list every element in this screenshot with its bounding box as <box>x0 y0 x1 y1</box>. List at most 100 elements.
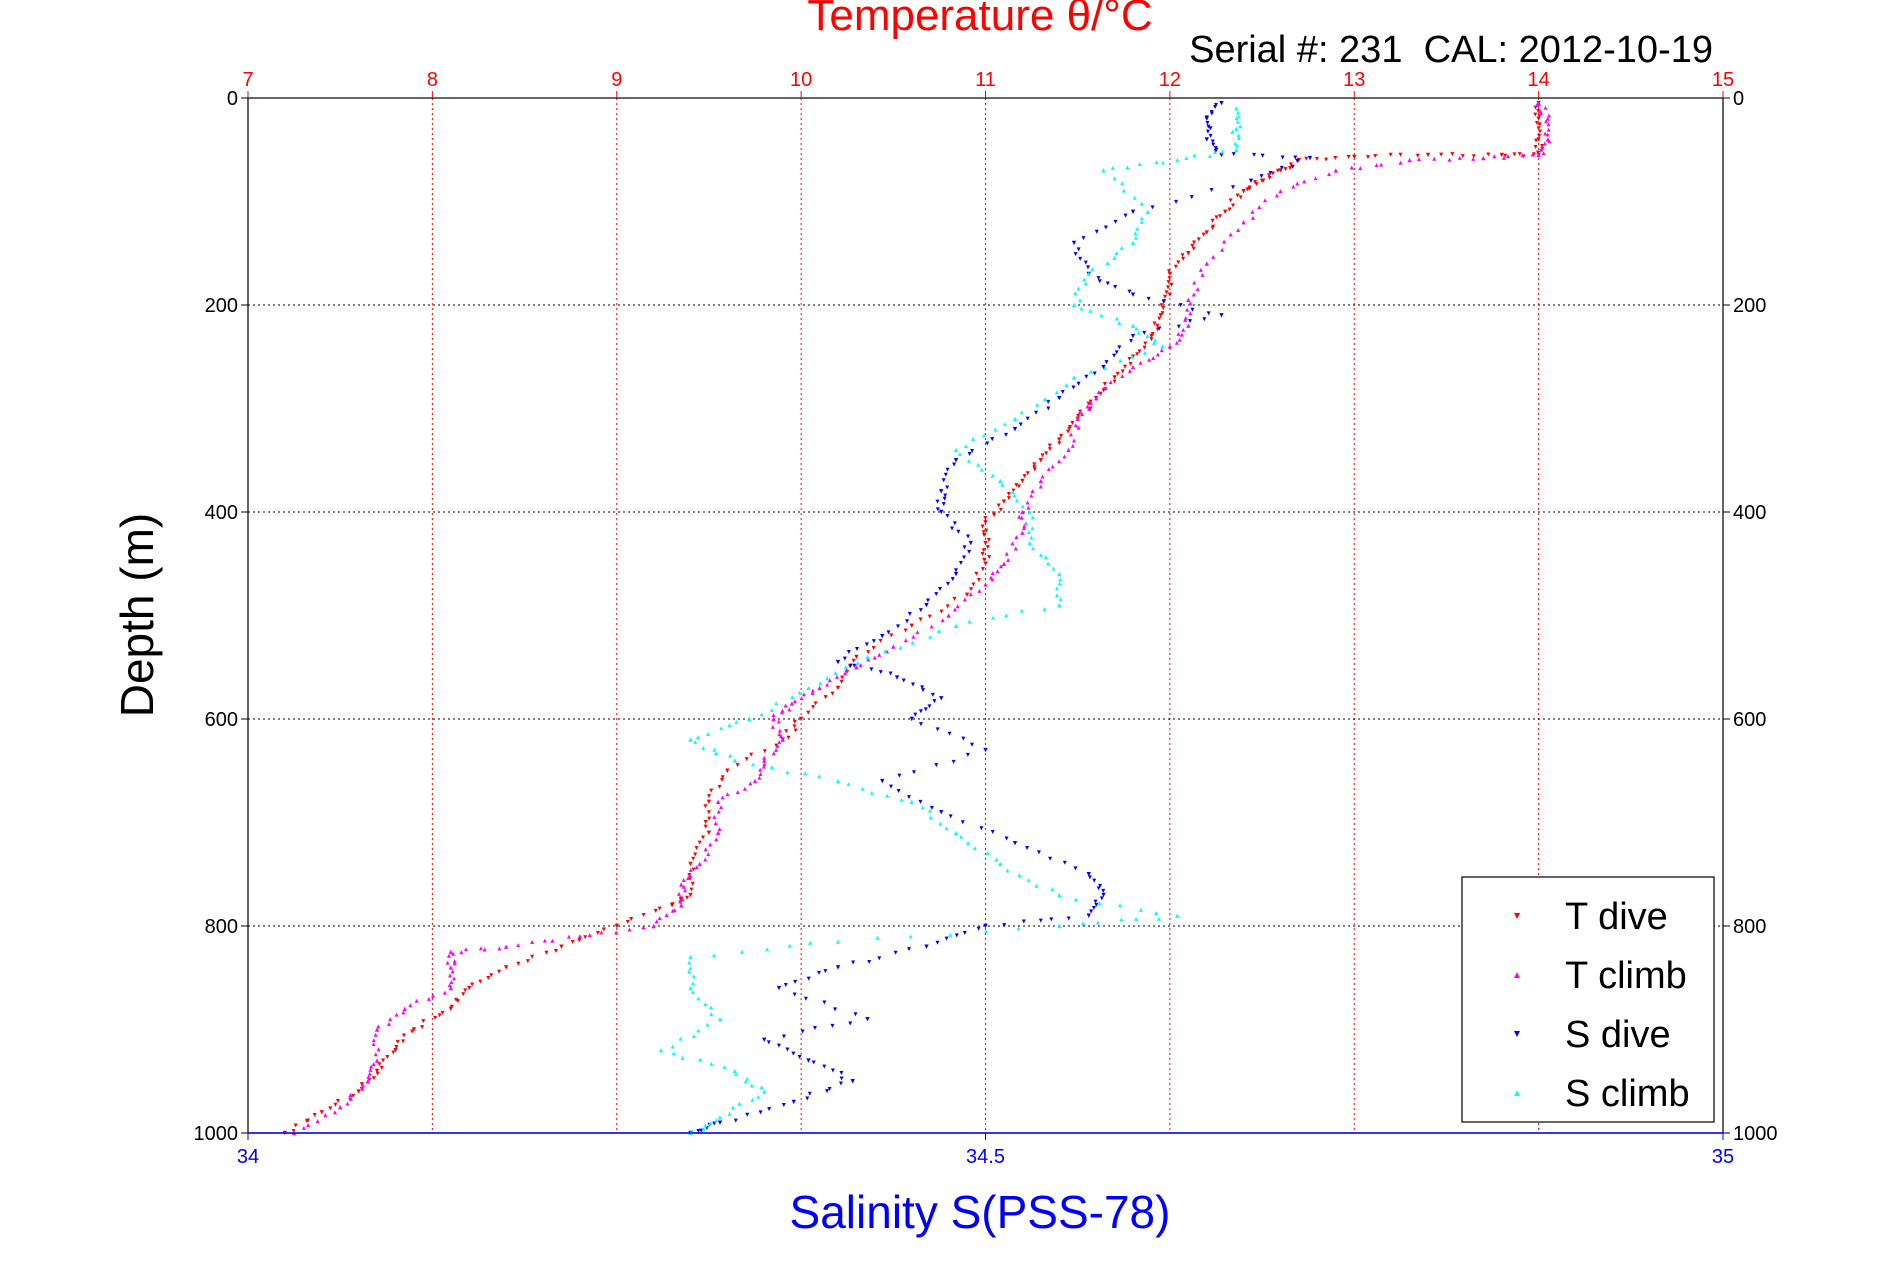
sample-marker <box>703 847 708 852</box>
sample-marker <box>1038 484 1043 489</box>
sample-marker <box>1274 193 1279 198</box>
sample-marker <box>1245 187 1250 192</box>
sample-marker <box>461 992 466 997</box>
sample-marker <box>1048 856 1053 861</box>
data-point <box>688 954 693 960</box>
sample-marker <box>944 826 949 831</box>
sample-marker <box>1192 153 1197 158</box>
sample-marker <box>1457 155 1462 160</box>
data-point <box>1160 344 1165 349</box>
sample-marker <box>1486 152 1491 157</box>
sample-marker <box>1101 888 1106 893</box>
sample-marker <box>1058 577 1063 582</box>
sample-marker <box>1068 432 1073 437</box>
sample-marker <box>351 1093 356 1098</box>
sample-marker <box>701 1126 706 1131</box>
sample-marker <box>920 805 925 810</box>
sample-marker <box>1155 352 1160 357</box>
sample-marker <box>775 743 780 748</box>
sample-marker <box>1071 385 1076 390</box>
sample-marker <box>935 727 940 732</box>
sample-marker <box>1029 535 1034 540</box>
data-point <box>865 1016 870 1022</box>
data-point <box>1186 297 1191 303</box>
sample-marker <box>896 788 901 793</box>
sample-marker <box>1235 110 1240 115</box>
sample-marker <box>1066 429 1071 434</box>
sample-marker <box>1166 280 1171 285</box>
sample-marker <box>927 614 932 619</box>
sample-marker <box>843 671 848 676</box>
sample-marker <box>785 1047 790 1052</box>
data-point <box>1112 375 1117 380</box>
sample-marker <box>1073 866 1078 871</box>
data-point <box>835 778 841 784</box>
sample-marker <box>1188 319 1193 324</box>
sample-marker <box>291 1129 296 1134</box>
data-point <box>835 939 841 944</box>
sample-marker <box>530 954 535 959</box>
data-point <box>854 665 859 670</box>
sample-marker <box>990 571 995 576</box>
sample-marker <box>371 1038 376 1043</box>
sample-marker <box>1538 111 1543 116</box>
sample-marker <box>1098 883 1103 888</box>
sample-marker <box>995 569 1000 574</box>
sample-marker <box>1064 383 1069 388</box>
sample-marker <box>410 1029 415 1034</box>
sample-marker <box>1073 291 1078 296</box>
sample-marker <box>1049 917 1054 922</box>
sample-marker <box>1460 154 1465 159</box>
sample-marker <box>1471 156 1476 161</box>
sample-marker <box>1090 267 1095 272</box>
data-point <box>1057 923 1062 929</box>
sample-marker <box>906 795 911 800</box>
sample-marker <box>1095 920 1100 925</box>
data-point <box>1130 209 1136 215</box>
data-point <box>817 685 822 691</box>
sample-marker <box>595 931 600 936</box>
sample-marker <box>691 856 696 861</box>
sample-marker <box>677 891 682 896</box>
sample-marker <box>1208 133 1213 138</box>
sample-marker <box>1261 178 1266 183</box>
sample-marker <box>437 1013 442 1018</box>
sample-marker <box>1115 371 1120 376</box>
sample-marker <box>803 996 808 1001</box>
sample-marker <box>447 983 452 988</box>
sample-marker <box>766 1040 771 1045</box>
y-axis-label: Depth (m) <box>111 513 163 717</box>
sample-marker <box>1093 899 1098 904</box>
sample-marker <box>454 997 459 1002</box>
sample-marker <box>1016 926 1021 931</box>
data-point <box>752 778 758 784</box>
sample-marker <box>1018 422 1023 427</box>
sample-marker <box>1541 151 1546 156</box>
data-point <box>939 696 944 701</box>
data-point <box>467 985 472 991</box>
sample-marker <box>1092 878 1097 883</box>
sample-marker <box>426 996 431 1001</box>
data-point <box>1167 292 1173 297</box>
sample-marker <box>1026 878 1031 883</box>
sample-marker <box>376 1047 381 1052</box>
sample-marker <box>1230 129 1235 134</box>
data-point <box>448 949 454 955</box>
sample-marker <box>657 906 662 911</box>
sample-marker <box>1047 447 1052 452</box>
sample-marker <box>1031 546 1036 551</box>
sample-marker <box>962 545 967 550</box>
sample-marker <box>452 961 457 966</box>
sample-marker <box>822 1000 827 1005</box>
data-point <box>835 685 841 691</box>
data-point <box>894 675 900 680</box>
sample-marker <box>706 794 711 799</box>
sample-marker <box>929 624 934 629</box>
sample-marker <box>823 695 828 700</box>
sample-marker <box>734 719 739 724</box>
sample-marker <box>1138 360 1143 365</box>
sample-marker <box>360 1083 365 1088</box>
sample-marker <box>583 935 588 940</box>
sample-marker <box>1076 413 1081 418</box>
sample-marker <box>1054 586 1059 591</box>
